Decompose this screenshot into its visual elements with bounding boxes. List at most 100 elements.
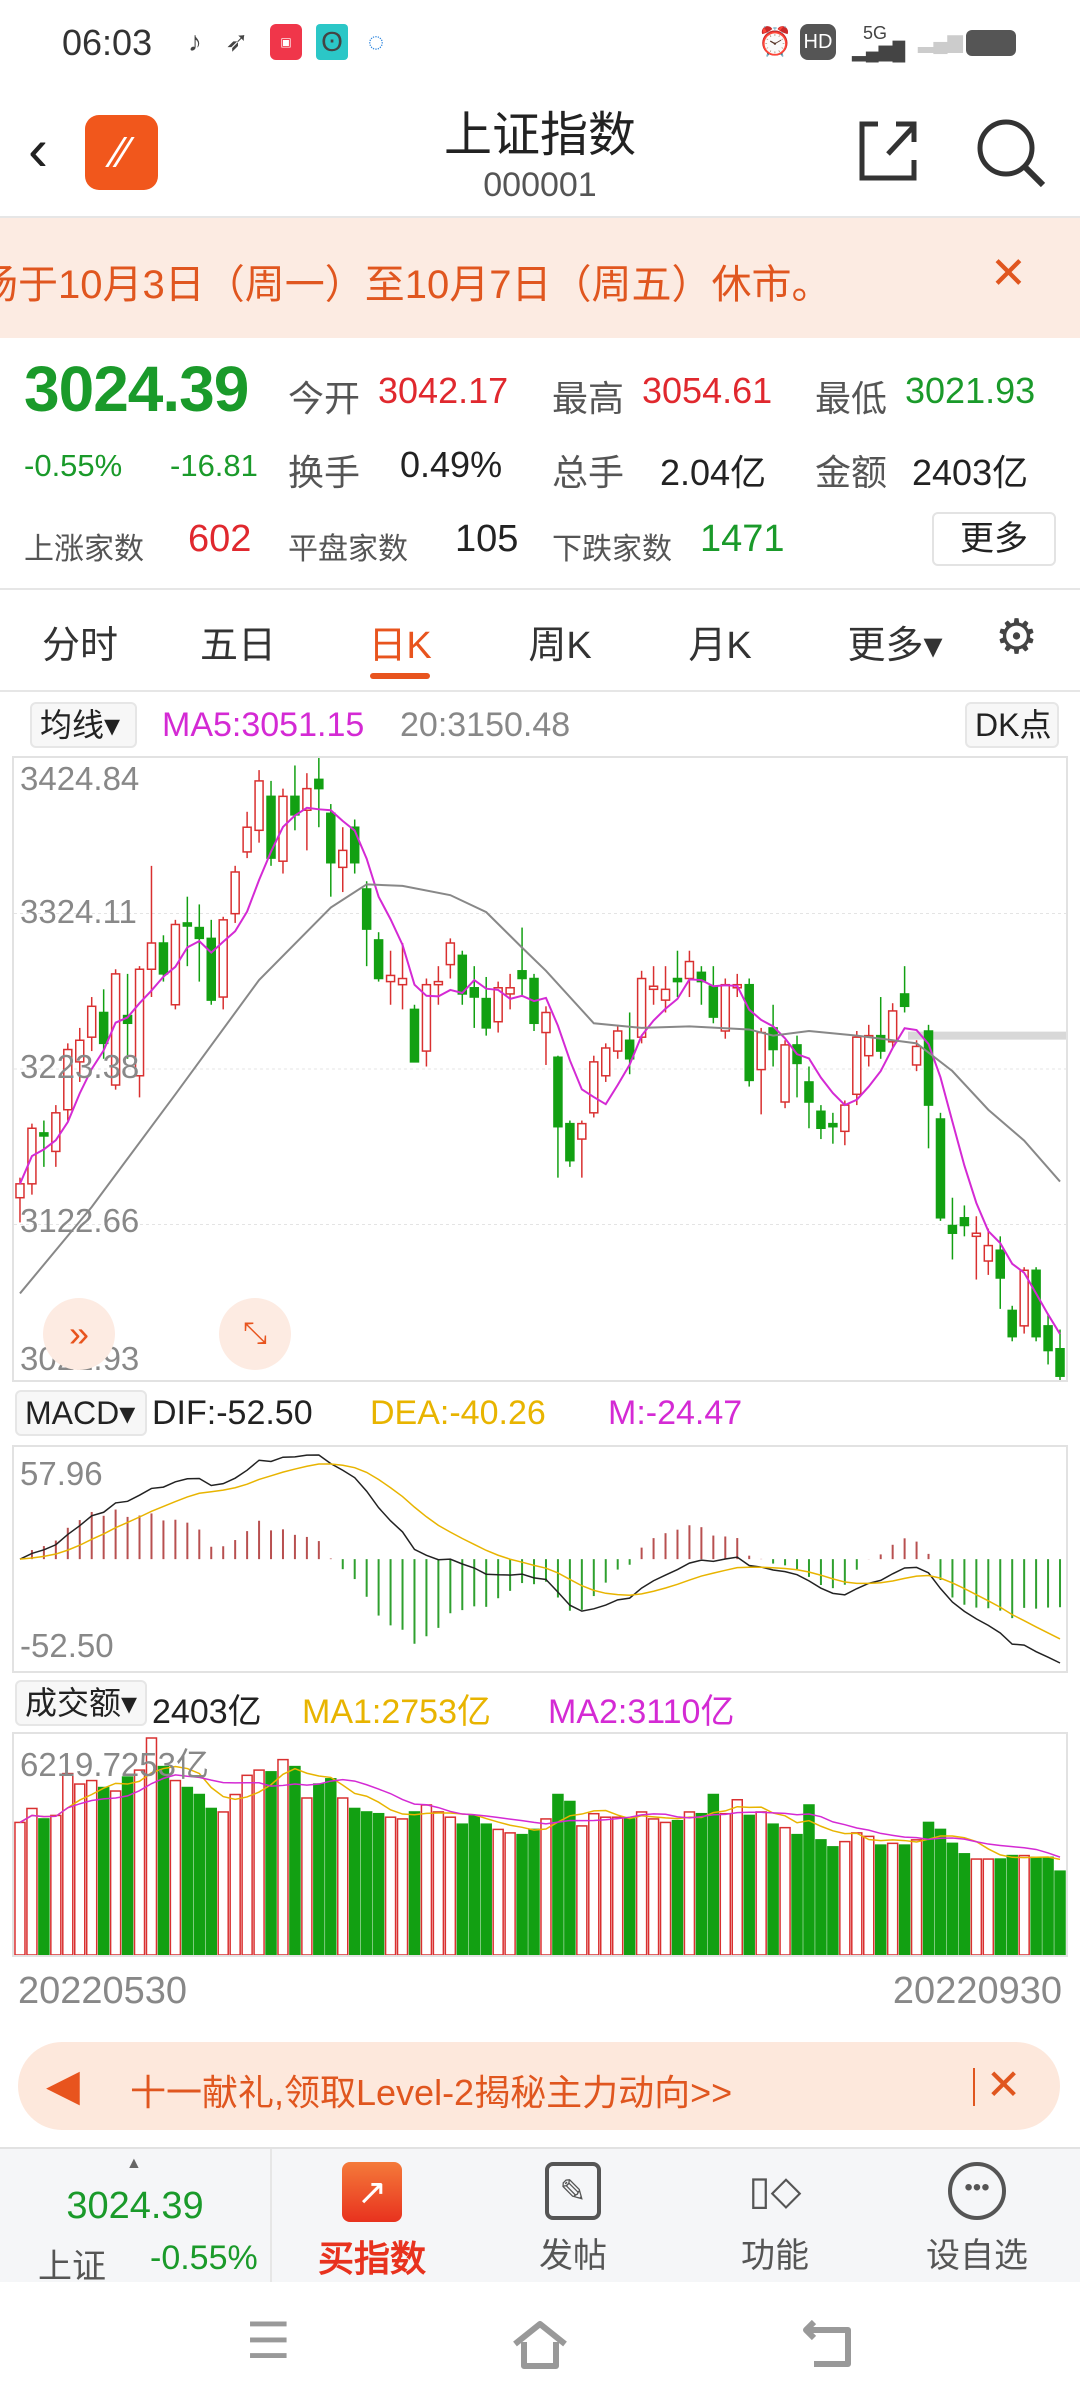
- fast-forward-icon[interactable]: »: [43, 1298, 115, 1370]
- volume-bar: [38, 1818, 50, 1955]
- candle-body: [1043, 1325, 1053, 1352]
- macd-canvas: [19, 1454, 1062, 1664]
- volume-bar: [444, 1816, 457, 1955]
- more-dots-icon: •••: [948, 2162, 1006, 2220]
- volume-bar: [420, 1804, 433, 1955]
- nav-buy-index[interactable]: ↗ 买指数: [302, 2162, 442, 2282]
- candle: [63, 1043, 73, 1121]
- volume-bar: [719, 1812, 732, 1955]
- volume-bar: [755, 1811, 767, 1955]
- volume-bar: [946, 1842, 959, 1955]
- menu-icon[interactable]: ☰: [246, 2313, 291, 2369]
- more-button[interactable]: 更多: [932, 512, 1056, 566]
- candle: [780, 1040, 790, 1109]
- dea-line: [19, 1463, 1061, 1640]
- candle: [421, 978, 432, 1067]
- indicator-selector[interactable]: 均线▾: [30, 702, 137, 748]
- macd-selector[interactable]: MACD▾: [15, 1390, 147, 1436]
- gear-icon[interactable]: ⚙: [995, 611, 1039, 664]
- volume-bar: [480, 1823, 492, 1955]
- nav-label: 发帖: [539, 2237, 607, 2275]
- flat-count: 105: [455, 518, 519, 560]
- change-pct: -0.55%: [24, 448, 123, 483]
- volume-bar: [994, 1858, 1006, 1955]
- dk-point-button[interactable]: DK点: [965, 702, 1059, 748]
- macd-chart: 57.96 -52.50: [12, 1445, 1068, 1673]
- tab-five-day[interactable]: 五日: [199, 625, 277, 667]
- share-icon[interactable]: [858, 120, 918, 182]
- trend-icon: ↗: [342, 2162, 402, 2222]
- candle-body: [326, 812, 336, 864]
- tab-daily-k[interactable]: 日K: [368, 625, 432, 667]
- volume-selector[interactable]: 成交额▾: [15, 1680, 147, 1726]
- volume-bar: [886, 1842, 899, 1955]
- candle: [1043, 1313, 1053, 1365]
- volume-bar: [671, 1819, 684, 1955]
- notice-banner[interactable]: 场于10月3日（周一）至10月7日（周五）休市。 ✕: [0, 218, 1080, 338]
- candle-body: [983, 1244, 994, 1262]
- candle-body: [577, 1122, 587, 1140]
- candle-body: [505, 987, 515, 995]
- candle-body: [349, 826, 360, 864]
- candle-body: [397, 977, 408, 986]
- index-price[interactable]: 3024.39: [66, 2185, 204, 2227]
- nav-functions[interactable]: ▯◇ 功能: [705, 2162, 845, 2277]
- candle-body: [314, 778, 324, 790]
- candle-body: [1055, 1348, 1065, 1377]
- candle-body: [421, 983, 432, 1052]
- nav-post[interactable]: ✎ 发帖: [503, 2162, 643, 2277]
- volume-bar: [360, 1811, 373, 1955]
- promo-banner[interactable]: ◀ 十一献礼,领取Level-2揭秘主力动向>> ✕: [18, 2042, 1060, 2130]
- volume-bar: [492, 1828, 504, 1955]
- volume-bar: [265, 1771, 277, 1955]
- index-name: 上证: [38, 2248, 106, 2286]
- candle-body: [589, 1061, 599, 1114]
- candle-body: [1007, 1309, 1017, 1338]
- candle-body: [1031, 1269, 1041, 1338]
- home-icon[interactable]: [510, 2320, 570, 2370]
- search-icon[interactable]: [975, 117, 1047, 189]
- expand-icon[interactable]: ⤡: [219, 1298, 291, 1370]
- candle: [995, 1236, 1005, 1309]
- candle: [804, 1066, 814, 1129]
- candle-body: [780, 1044, 790, 1103]
- kline-chart[interactable]: 3424.84 3324.11 3223.38 3122.66 3021.93 …: [12, 756, 1068, 1382]
- volume-bar: [1042, 1856, 1054, 1955]
- active-tab-indicator: [370, 673, 430, 679]
- candle: [672, 950, 683, 998]
- volume-bar: [910, 1839, 923, 1955]
- candle: [696, 966, 707, 1005]
- close-icon[interactable]: ✕: [990, 249, 1027, 298]
- tab-more[interactable]: 更多▾: [847, 625, 943, 667]
- volume-bar: [659, 1821, 672, 1955]
- candle-body: [457, 954, 468, 995]
- candle: [792, 1035, 802, 1098]
- candle-body: [182, 922, 193, 927]
- candle-body: [756, 1031, 766, 1071]
- stock-code: 000001: [483, 166, 597, 204]
- volume-bar: [647, 1818, 660, 1955]
- candle: [720, 978, 731, 1039]
- candle: [27, 1123, 37, 1195]
- back-icon[interactable]: ‹: [28, 116, 48, 183]
- volume-bar: [241, 1774, 253, 1955]
- tab-intraday[interactable]: 分时: [41, 625, 119, 667]
- candle: [529, 973, 539, 1032]
- volume-bar: [1054, 1870, 1066, 1955]
- volume-bar: [683, 1811, 696, 1955]
- signal-icon: ▂▄▆: [918, 31, 963, 53]
- chat-icon: ◌: [367, 26, 385, 57]
- volume-bar: [121, 1776, 134, 1955]
- clock: 06:03: [62, 22, 153, 63]
- volume-bar: [839, 1840, 851, 1955]
- tab-weekly-k[interactable]: 周K: [528, 625, 592, 667]
- nav-add-watchlist[interactable]: ••• 设自选: [907, 2162, 1047, 2277]
- tab-monthly-k[interactable]: 月K: [688, 625, 752, 667]
- flat-count-label: 平盘家数: [288, 533, 408, 566]
- back-nav-icon[interactable]: [800, 2320, 860, 2370]
- close-icon[interactable]: ✕: [986, 2061, 1022, 2108]
- volume-bar: [14, 1821, 26, 1955]
- candle-body: [75, 1039, 85, 1063]
- candle: [254, 770, 264, 843]
- speaker-icon: ◀: [46, 2061, 80, 2110]
